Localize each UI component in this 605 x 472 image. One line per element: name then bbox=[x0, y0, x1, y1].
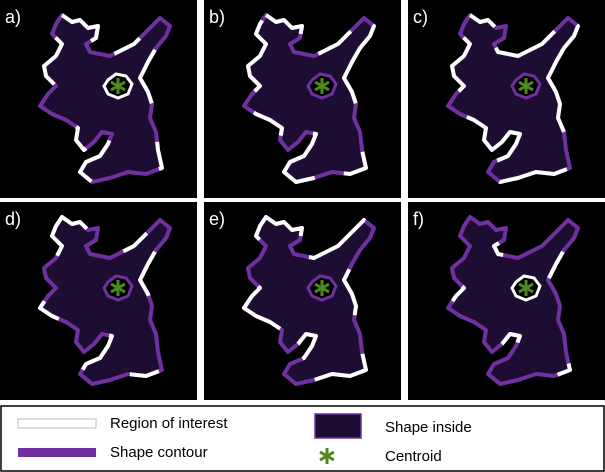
legend-inside: Shape inside bbox=[385, 419, 472, 436]
legend-box bbox=[0, 405, 605, 472]
legend-region-swatch bbox=[17, 418, 97, 429]
panel: d) bbox=[0, 202, 197, 400]
legend-contour-swatch bbox=[18, 448, 96, 457]
legend-region: Region of interest bbox=[110, 415, 228, 432]
panel-label: e) bbox=[209, 209, 225, 229]
panel-label: f) bbox=[413, 209, 424, 229]
panels: a) b) c) d) e) f) bbox=[0, 0, 605, 400]
legend-inside-swatch bbox=[314, 413, 362, 439]
legend: Region of interest Shape contour Shape i… bbox=[0, 405, 605, 472]
panel-label: b) bbox=[209, 7, 225, 27]
panel-label: a) bbox=[5, 7, 21, 27]
panel-label: c) bbox=[413, 7, 428, 27]
panel: f) bbox=[408, 202, 605, 400]
panel: a) bbox=[0, 0, 197, 198]
panel-label: d) bbox=[5, 209, 21, 229]
panel: e) bbox=[204, 202, 401, 400]
panel: c) bbox=[408, 0, 605, 198]
legend-centroid: Centroid bbox=[385, 448, 442, 465]
panel: b) bbox=[204, 0, 401, 198]
legend-contour: Shape contour bbox=[110, 444, 208, 461]
